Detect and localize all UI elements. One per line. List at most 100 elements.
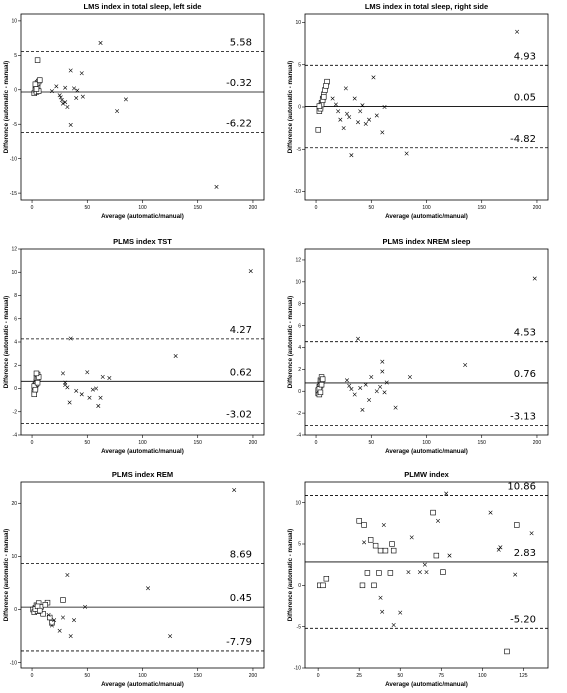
x-tick-label: 50	[397, 673, 403, 679]
chart-title: PLMS index NREM sleep	[383, 237, 471, 246]
x-tick-label: 0	[315, 440, 318, 446]
data-point-cross	[380, 609, 385, 614]
data-point-cross	[98, 40, 103, 45]
data-point-cross	[513, 572, 518, 577]
data-point-cross	[85, 370, 90, 375]
data-point-cross	[352, 392, 357, 397]
data-point-square	[47, 614, 53, 621]
data-point-cross	[173, 353, 178, 358]
data-point-cross	[67, 400, 72, 405]
data-point-square	[367, 537, 374, 543]
y-tick-label: 6	[14, 316, 17, 322]
y-tick-label: 0	[298, 105, 301, 111]
x-tick-label: 125	[519, 673, 528, 679]
x-tick-label: 200	[249, 440, 258, 446]
plot-frame	[20, 13, 265, 201]
y-tick-label: 10	[11, 270, 17, 276]
data-point-square	[364, 570, 371, 576]
data-point-square	[49, 620, 55, 626]
data-point-cross	[369, 374, 374, 380]
reference-line-label: -6.22	[226, 119, 252, 130]
data-point-cross	[496, 547, 501, 552]
y-tick-label: -15	[10, 191, 17, 197]
data-point-cross	[532, 276, 537, 281]
data-point-cross	[374, 389, 379, 394]
data-point-cross	[63, 85, 68, 90]
x-tick-label: 50	[368, 205, 374, 211]
data-point-cross	[54, 84, 59, 89]
data-point-cross	[515, 29, 520, 34]
data-point-cross	[83, 604, 88, 609]
data-point-square	[37, 607, 43, 614]
x-tick-label: 100	[422, 440, 431, 446]
y-axis-label: Difference (automatic - manual)	[287, 529, 294, 622]
data-point-cross	[338, 117, 343, 122]
x-tick-label: 0	[31, 673, 34, 679]
x-tick-label: 0	[315, 205, 318, 211]
data-point-cross	[381, 522, 386, 527]
y-axis-label: Difference (automatic - manual)	[3, 529, 10, 622]
data-point-cross	[382, 104, 387, 110]
data-point-cross	[336, 109, 341, 114]
data-point-cross	[80, 94, 85, 99]
data-point-cross	[74, 96, 79, 101]
plot-frame	[304, 13, 549, 201]
data-point-cross	[393, 405, 398, 410]
data-point-cross	[168, 634, 173, 639]
y-tick-label: 4	[298, 345, 301, 351]
data-point-cross	[46, 612, 51, 617]
data-point-cross	[79, 71, 84, 76]
data-point-square	[34, 57, 41, 63]
x-tick-label: 0	[317, 673, 320, 679]
data-point-cross	[380, 369, 385, 374]
data-point-cross	[60, 101, 65, 106]
x-tick-label: 200	[249, 673, 258, 679]
x-tick-label: 100	[138, 673, 147, 679]
data-point-square	[40, 611, 46, 617]
data-point-cross	[90, 387, 95, 392]
data-point-cross	[344, 378, 349, 383]
y-axis-label: Difference (automatic - manual)	[3, 296, 10, 389]
data-point-cross	[498, 545, 503, 550]
data-point-cross	[360, 407, 365, 412]
data-point-cross	[58, 95, 63, 100]
y-tick-label: -2	[13, 409, 18, 415]
data-point-cross	[349, 153, 354, 158]
x-tick-label: 100	[478, 673, 487, 679]
data-point-cross	[344, 111, 349, 116]
reference-line-label: -5.20	[510, 614, 536, 625]
reference-line-label: 0.05	[514, 93, 536, 104]
data-point-cross	[75, 88, 80, 93]
reference-line-label: 4.53	[514, 328, 536, 339]
y-axis-label: Difference (automatic - manual)	[287, 296, 294, 389]
data-point-cross	[59, 98, 64, 103]
data-point-square	[34, 379, 41, 386]
chart-title: PLMW index	[404, 470, 449, 479]
data-point-cross	[49, 89, 54, 94]
y-tick-label: 2	[14, 363, 17, 369]
data-point-square	[60, 597, 66, 603]
reference-line-label: 4.93	[514, 51, 536, 62]
data-point-cross	[358, 385, 363, 390]
y-tick-label: 10	[11, 19, 17, 25]
reference-line-label: 0.45	[230, 593, 252, 604]
data-point-cross	[94, 386, 99, 391]
y-tick-label: 0	[298, 583, 301, 589]
y-tick-label: 5	[298, 62, 301, 68]
x-tick-label: 150	[478, 205, 487, 211]
data-point-cross	[330, 96, 335, 101]
data-point-square	[321, 94, 327, 100]
y-tick-label: -2	[297, 411, 302, 417]
data-point-cross	[57, 93, 62, 98]
data-point-cross	[232, 487, 237, 492]
x-tick-label: 150	[194, 673, 203, 679]
data-point-cross	[398, 610, 403, 615]
y-tick-label: -5	[297, 147, 302, 153]
y-tick-label: 5	[14, 53, 17, 59]
y-tick-label: 20	[11, 501, 17, 507]
y-tick-label: -4	[13, 433, 18, 439]
data-point-square	[382, 547, 389, 554]
reference-line-label: 4.27	[230, 325, 252, 336]
data-point-cross	[60, 615, 65, 620]
data-point-square	[514, 522, 520, 528]
